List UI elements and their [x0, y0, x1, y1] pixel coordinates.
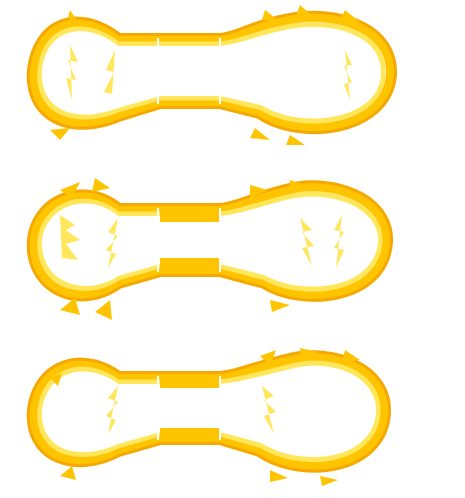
inner-flame-left: [66, 45, 115, 100]
energy-ring-svg-3: [26, 348, 391, 486]
flame-spikes: [50, 348, 360, 486]
inner-flame-right: [300, 215, 344, 268]
energy-ring-svg-2: [26, 178, 393, 320]
bridge-band: [160, 210, 220, 270]
flame-outline: [26, 10, 398, 135]
bridge-ticks: [157, 38, 221, 104]
inner-glow: [37, 360, 381, 463]
inner-flame-right: [262, 386, 276, 434]
energy-ring-frame-2: [0, 170, 465, 330]
energy-ring-frame-3: [0, 338, 465, 498]
inner-flame-right: [344, 50, 352, 100]
flame-spikes: [60, 178, 308, 320]
bridge-band: [160, 378, 220, 438]
inner-glow: [37, 191, 383, 292]
bridge-ticks: [157, 208, 221, 272]
energy-ring-frame-1: [0, 0, 465, 160]
bridge-ticks: [157, 376, 221, 440]
flame-spikes: [50, 5, 360, 145]
inner-flame-left: [60, 215, 118, 268]
inner-flame-left: [106, 386, 118, 434]
energy-ring-svg-1: [26, 5, 398, 145]
inner-glow: [37, 21, 386, 124]
